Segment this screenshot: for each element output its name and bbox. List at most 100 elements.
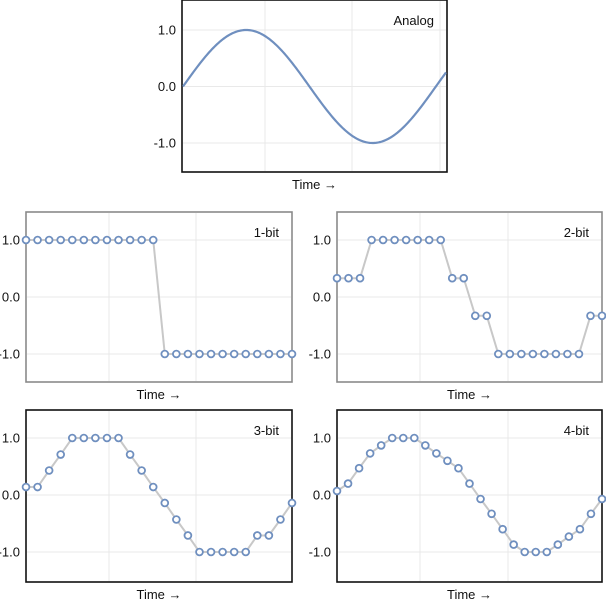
y-tick-label: 0.0	[158, 79, 176, 94]
plot-frame	[25, 409, 293, 583]
sample-point	[528, 349, 538, 359]
x-axis-label: Time →	[136, 387, 181, 402]
sample-point	[148, 235, 158, 245]
series-line-analog	[182, 28, 447, 145]
sample-point	[44, 466, 54, 475]
x-axis-label: Time →	[447, 587, 492, 600]
sample-point	[498, 524, 507, 534]
y-tick-label: -1.0	[309, 545, 331, 560]
sample-point	[91, 235, 100, 245]
sample-point	[332, 273, 342, 283]
sample-point	[517, 349, 526, 359]
y-tick-label: -1.0	[154, 136, 176, 151]
sample-point	[575, 524, 585, 534]
y-tick-label: 0.0	[313, 290, 331, 305]
sample-point	[398, 433, 408, 443]
sample-point	[424, 235, 434, 245]
sample-point	[79, 433, 89, 443]
sample-point	[553, 540, 563, 549]
sample-point	[432, 449, 441, 458]
sample-point	[195, 547, 204, 557]
sample-point	[454, 463, 463, 473]
sample-point	[387, 433, 397, 443]
sample-point	[355, 273, 365, 283]
chart-title: 4-bit	[564, 423, 590, 438]
sample-point	[56, 450, 65, 459]
sample-point	[378, 235, 388, 245]
chart-title: 2-bit	[564, 225, 590, 240]
sample-point	[218, 547, 227, 557]
sample-point	[413, 235, 422, 245]
sample-point	[21, 482, 31, 492]
sample-point	[354, 463, 364, 473]
sample-point	[172, 515, 181, 524]
sample-point	[229, 547, 239, 557]
sample-point	[409, 433, 419, 443]
sample-point	[67, 235, 77, 245]
sample-point	[376, 441, 386, 450]
sample-point	[540, 349, 549, 359]
sample-point	[470, 311, 480, 321]
y-tick-label: 0.0	[313, 488, 331, 503]
sample-point	[67, 433, 77, 443]
sample-point	[509, 540, 518, 549]
sample-point	[436, 235, 446, 245]
sample-point	[114, 235, 123, 245]
sample-point	[597, 494, 606, 504]
y-tick-label: 1.0	[313, 431, 331, 446]
sample-point	[505, 349, 515, 359]
plot-frame	[181, 0, 448, 173]
sample-point	[148, 482, 158, 492]
sample-point	[44, 235, 54, 245]
sample-point	[586, 509, 596, 519]
plot-frame	[336, 409, 603, 583]
y-tick-label: 1.0	[2, 233, 20, 248]
sample-point	[487, 509, 496, 519]
sample-point	[542, 547, 552, 557]
sample-point	[276, 515, 285, 524]
plot-frame	[25, 211, 293, 383]
chart-panel-4-bit: 1.0 0.0 -1.0 Time → 4-bit	[309, 409, 606, 600]
sample-point	[563, 349, 572, 359]
sample-point	[465, 479, 474, 488]
sample-point	[443, 456, 452, 466]
sample-point	[125, 235, 135, 245]
sample-point	[91, 433, 100, 443]
chart-panel-2-bit: 1.0 0.0 -1.0 Time → 2-bit	[309, 211, 606, 402]
sample-point	[206, 349, 216, 359]
sample-point	[172, 349, 181, 359]
sample-point	[574, 349, 584, 359]
y-tick-label: -1.0	[309, 347, 331, 362]
chart-title: Analog	[394, 13, 434, 28]
sample-point	[21, 235, 31, 245]
sample-point	[264, 531, 274, 540]
sample-point	[183, 349, 193, 359]
sample-point	[332, 486, 342, 496]
sample-point	[241, 349, 251, 359]
chart-panel-1-bit: 1.0 0.0 -1.0 Time → 1-bit	[0, 211, 297, 402]
sample-point	[125, 450, 135, 459]
sample-point	[531, 547, 541, 557]
sample-point	[365, 449, 375, 458]
sample-point	[343, 479, 353, 488]
sample-point	[390, 235, 399, 245]
y-tick-label: 1.0	[2, 431, 20, 446]
sample-point	[160, 349, 170, 359]
sample-point	[137, 235, 146, 245]
chart-title: 1-bit	[254, 225, 280, 240]
sample-point	[520, 547, 530, 557]
sample-point	[564, 532, 574, 541]
sample-point	[183, 531, 193, 540]
sample-point	[367, 235, 376, 245]
sample-point	[597, 311, 606, 321]
sample-point	[551, 349, 561, 359]
sample-point	[482, 311, 492, 321]
sample-point	[344, 273, 353, 283]
sample-point	[401, 235, 411, 245]
sample-point	[493, 349, 503, 359]
sample-point	[114, 433, 123, 443]
sample-point	[218, 349, 227, 359]
sample-point	[33, 482, 42, 492]
x-axis-label: Time →	[292, 177, 337, 192]
sample-point	[56, 235, 65, 245]
